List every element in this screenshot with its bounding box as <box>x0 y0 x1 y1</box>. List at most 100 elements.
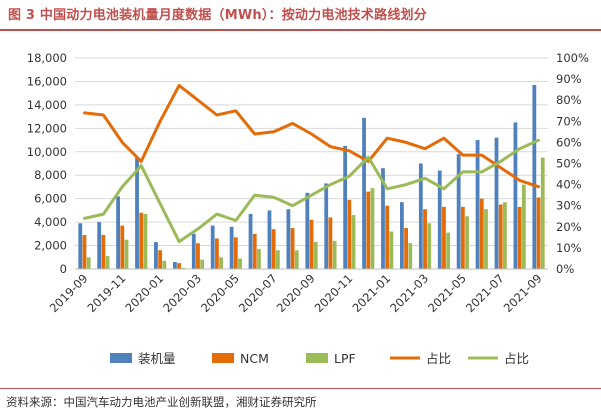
x-axis-tick-label: 2019-11 <box>85 271 129 315</box>
x-axis-tick-label: 2021-01 <box>349 271 393 315</box>
bar-1 <box>324 183 329 269</box>
legend-label-3: LPF <box>334 351 356 366</box>
x-axis-tick-label: 2020-11 <box>312 271 356 315</box>
bar-1 <box>210 225 215 269</box>
bar-2 <box>309 219 314 269</box>
line-series <box>83 83 540 244</box>
bar-1 <box>191 233 196 269</box>
bar-3 <box>181 267 186 269</box>
bar-1 <box>532 84 537 269</box>
right-axis-tick-label: 10% <box>556 241 582 255</box>
bar-3 <box>86 257 91 269</box>
bar-2 <box>385 205 390 269</box>
x-axis-tick-label: 2020-03 <box>160 271 204 315</box>
bar-3 <box>257 249 261 269</box>
bar-3 <box>200 259 205 269</box>
bar-2 <box>120 225 125 269</box>
bar-3 <box>408 243 413 269</box>
bar-3 <box>446 232 451 269</box>
bar-3 <box>389 231 394 269</box>
bar-2 <box>498 204 503 269</box>
right-axis-tick-label: 30% <box>556 199 582 213</box>
right-axis-tick-label: 40% <box>556 178 582 192</box>
right-axis-tick-label: 20% <box>556 220 582 234</box>
bar-3 <box>427 223 432 269</box>
bar-1 <box>305 192 310 269</box>
x-axis-tick-label: 2020-01 <box>122 271 166 315</box>
bar-series <box>78 84 545 270</box>
x-axis-tick-label: 2021-05 <box>425 271 469 315</box>
x-axis-tick-label: 2020-09 <box>274 271 318 315</box>
left-axis-tick-label: 12,000 <box>27 121 67 135</box>
bar-1 <box>116 196 120 269</box>
bar-1 <box>437 170 442 269</box>
right-axis-tick-label: 70% <box>556 114 582 128</box>
left-axis-tick-label: 4,000 <box>34 215 67 229</box>
x-axis-tick-label: 2021-03 <box>387 271 431 315</box>
bar-1 <box>286 209 291 269</box>
bar-3 <box>313 242 318 269</box>
bar-2 <box>101 235 106 269</box>
title-divider <box>0 29 601 31</box>
left-axis-tick-label: 10,000 <box>27 145 67 159</box>
bar-3 <box>503 202 507 269</box>
bar-1 <box>381 168 385 269</box>
bar-2 <box>82 235 87 269</box>
bar-2 <box>423 209 427 269</box>
bar-2 <box>252 233 257 269</box>
left-axis-tick-label: 18,000 <box>27 51 67 65</box>
bar-2 <box>215 238 219 269</box>
bar-1 <box>494 137 499 269</box>
x-axis-tick-label: 2020-07 <box>236 271 280 315</box>
bar-2 <box>290 227 295 269</box>
bar-1 <box>78 223 83 269</box>
bar-2 <box>442 206 446 269</box>
bar-1 <box>135 157 139 269</box>
bar-1 <box>97 222 102 269</box>
x-axis-tick-label: 2021-09 <box>501 271 545 315</box>
line-series-2 <box>83 138 540 244</box>
right-axis-tick-label: 100% <box>556 51 589 65</box>
left-axis-tick-label: 14,000 <box>27 98 67 112</box>
bar-1 <box>418 163 423 269</box>
line-series-1 <box>83 83 540 189</box>
bar-2 <box>460 206 465 269</box>
bar-3 <box>521 184 526 269</box>
right-axis-tick-label: 90% <box>556 72 582 86</box>
left-axis-tick-label: 8,000 <box>34 168 67 182</box>
left-axis-tick-label: 6,000 <box>34 192 67 206</box>
bar-1 <box>475 140 480 269</box>
bar-2 <box>536 197 541 269</box>
legend-label-4: 占比 <box>426 351 451 366</box>
legend-swatch-2 <box>212 353 234 363</box>
bar-1 <box>400 202 404 269</box>
axes: 0 2,000 4,000 6,000 8,000 10,000 12,000 14,000 1… <box>27 51 589 315</box>
bar-1 <box>456 154 461 269</box>
left-axis-tick-label: 0 <box>60 262 67 276</box>
bar-3 <box>294 250 299 269</box>
bar-1 <box>154 242 158 269</box>
legend: 装机量 NCM LPF 占比 占比 <box>110 351 529 366</box>
source-divider <box>0 388 601 389</box>
bar-1 <box>362 117 366 270</box>
bar-2 <box>158 250 163 269</box>
right-axis-tick-label: 0% <box>556 262 574 276</box>
legend-label-2: NCM <box>240 351 269 366</box>
bar-2 <box>347 199 352 269</box>
bar-3 <box>162 260 167 269</box>
right-axis-tick-label: 80% <box>556 93 582 107</box>
bar-2 <box>177 263 181 269</box>
bar-2 <box>328 217 333 269</box>
bar-2 <box>139 212 144 269</box>
bar-2 <box>366 191 371 269</box>
bar-3 <box>275 250 280 269</box>
bar-1 <box>267 210 272 269</box>
left-axis-tick-label: 2,000 <box>34 239 67 253</box>
bar-3 <box>124 239 129 269</box>
bar-3 <box>484 209 488 269</box>
bar-1 <box>229 226 234 269</box>
x-axis-tick-label: 2021-07 <box>463 271 507 315</box>
bar-2 <box>404 227 408 269</box>
bar-1 <box>172 261 177 269</box>
